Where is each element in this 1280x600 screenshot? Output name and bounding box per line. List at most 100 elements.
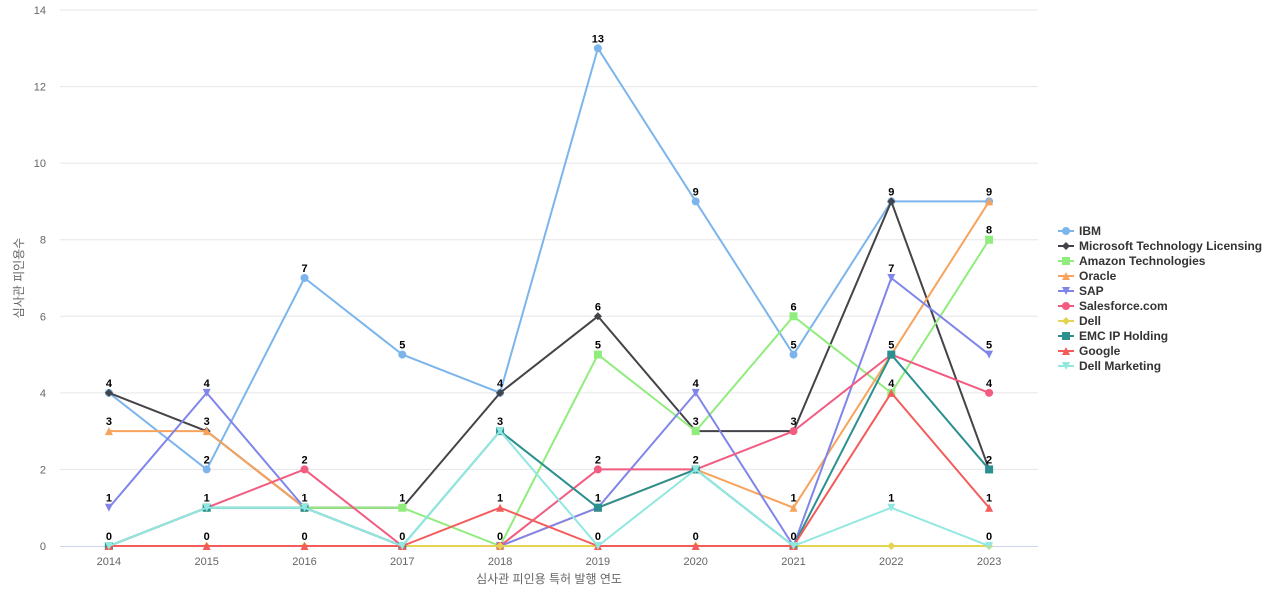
data-label: 3 bbox=[106, 416, 112, 428]
data-point bbox=[593, 312, 602, 321]
data-point bbox=[202, 388, 211, 397]
data-label: 0 bbox=[497, 531, 503, 543]
x-axis-ticks: 2014 2015 2016 2017 2018 2019 2020 2021 2022 2023 bbox=[97, 556, 1002, 568]
data-point bbox=[789, 542, 798, 550]
series-google bbox=[104, 388, 994, 550]
data-label: 1 bbox=[204, 493, 210, 505]
y-tick-label: 8 bbox=[40, 235, 46, 247]
legend-marker bbox=[1062, 242, 1070, 250]
data-label: 7 bbox=[888, 263, 894, 275]
legend-marker bbox=[1062, 257, 1070, 265]
data-labels-layer: 4310432107210510431013652109432065310975… bbox=[106, 33, 993, 543]
legend-item[interactable]: Dell Marketing bbox=[1058, 359, 1161, 373]
data-point bbox=[496, 503, 505, 512]
legend-marker bbox=[1062, 317, 1070, 325]
data-point bbox=[887, 350, 896, 359]
data-label: 0 bbox=[986, 531, 992, 543]
data-point bbox=[104, 542, 113, 550]
gridlines bbox=[60, 9, 1038, 470]
data-label: 8 bbox=[986, 225, 992, 237]
data-point bbox=[887, 503, 896, 512]
data-label: 1 bbox=[986, 493, 992, 505]
data-point bbox=[691, 197, 700, 206]
data-point bbox=[496, 542, 505, 550]
data-point bbox=[202, 503, 211, 512]
data-label: 13 bbox=[592, 33, 604, 45]
legend-item[interactable]: IBM bbox=[1058, 224, 1101, 238]
y-axis-title: 심사관 피인용수 bbox=[12, 238, 26, 319]
legend-label: Microsoft Technology Licensing bbox=[1079, 239, 1262, 253]
legend-label: EMC IP Holding bbox=[1079, 329, 1168, 343]
data-label: 9 bbox=[693, 186, 699, 198]
data-label: 4 bbox=[986, 378, 993, 390]
data-point bbox=[691, 388, 700, 397]
data-point bbox=[887, 388, 896, 397]
data-point bbox=[789, 350, 798, 359]
x-tick-label: 2017 bbox=[390, 556, 414, 568]
series-line bbox=[107, 47, 991, 471]
data-label: 9 bbox=[888, 186, 894, 198]
data-label: 3 bbox=[204, 416, 210, 428]
series-dell-marketing bbox=[104, 427, 994, 550]
data-label: 2 bbox=[301, 454, 307, 466]
data-point bbox=[789, 427, 798, 436]
series-line bbox=[107, 430, 991, 547]
legend-label: Google bbox=[1079, 344, 1121, 358]
data-label: 3 bbox=[790, 416, 796, 428]
legend-label: Amazon Technologies bbox=[1079, 254, 1206, 268]
series-line bbox=[107, 391, 991, 547]
data-point bbox=[593, 350, 602, 359]
series-line bbox=[107, 353, 991, 547]
data-point bbox=[887, 542, 896, 550]
data-point bbox=[789, 312, 798, 321]
series-line bbox=[107, 200, 991, 509]
x-tick-label: 2018 bbox=[488, 556, 512, 568]
data-point bbox=[593, 44, 602, 53]
data-point bbox=[496, 388, 505, 397]
data-label: 0 bbox=[693, 531, 699, 543]
data-point bbox=[300, 465, 309, 474]
data-label: 5 bbox=[888, 340, 894, 352]
legend-label: Oracle bbox=[1079, 269, 1117, 283]
data-label: 5 bbox=[790, 340, 796, 352]
legend-label: Salesforce.com bbox=[1079, 299, 1168, 313]
data-point bbox=[496, 427, 505, 436]
data-label: 2 bbox=[693, 454, 699, 466]
y-tick-label: 10 bbox=[34, 158, 46, 170]
y-tick-label: 14 bbox=[34, 5, 46, 17]
data-label: 2 bbox=[204, 454, 210, 466]
legend-item[interactable]: Dell bbox=[1058, 314, 1101, 328]
x-tick-label: 2014 bbox=[97, 556, 121, 568]
x-axis-title: 심사관 피인용 특허 발행 연도 bbox=[476, 571, 622, 586]
legend-item[interactable]: Salesforce.com bbox=[1058, 299, 1168, 313]
data-label: 0 bbox=[204, 531, 210, 543]
series-ibm bbox=[104, 44, 994, 474]
y-tick-label: 2 bbox=[40, 464, 46, 476]
data-point bbox=[300, 542, 309, 550]
y-tick-label: 12 bbox=[34, 82, 46, 94]
data-point bbox=[593, 542, 602, 550]
data-label: 0 bbox=[595, 531, 601, 543]
legend-item[interactable]: Microsoft Technology Licensing bbox=[1058, 239, 1262, 253]
legend-item[interactable]: SAP bbox=[1058, 284, 1104, 298]
legend-marker bbox=[1062, 227, 1070, 235]
data-label: 1 bbox=[497, 493, 503, 505]
data-point bbox=[985, 197, 994, 206]
y-tick-label: 4 bbox=[40, 388, 46, 400]
data-point bbox=[789, 503, 798, 512]
legend-item[interactable]: Oracle bbox=[1058, 269, 1117, 283]
data-label: 4 bbox=[497, 378, 504, 390]
legend-item[interactable]: Google bbox=[1058, 344, 1121, 358]
data-point bbox=[691, 427, 700, 436]
data-label: 0 bbox=[301, 531, 307, 543]
data-point bbox=[985, 235, 994, 244]
data-point bbox=[887, 274, 896, 282]
legend-marker bbox=[1062, 332, 1070, 340]
legend-item[interactable]: EMC IP Holding bbox=[1058, 329, 1168, 343]
legend-label: Dell Marketing bbox=[1079, 359, 1161, 373]
data-label: 5 bbox=[399, 340, 405, 352]
data-point bbox=[202, 465, 211, 474]
x-tick-label: 2015 bbox=[194, 556, 218, 568]
legend-item[interactable]: Amazon Technologies bbox=[1058, 254, 1206, 268]
